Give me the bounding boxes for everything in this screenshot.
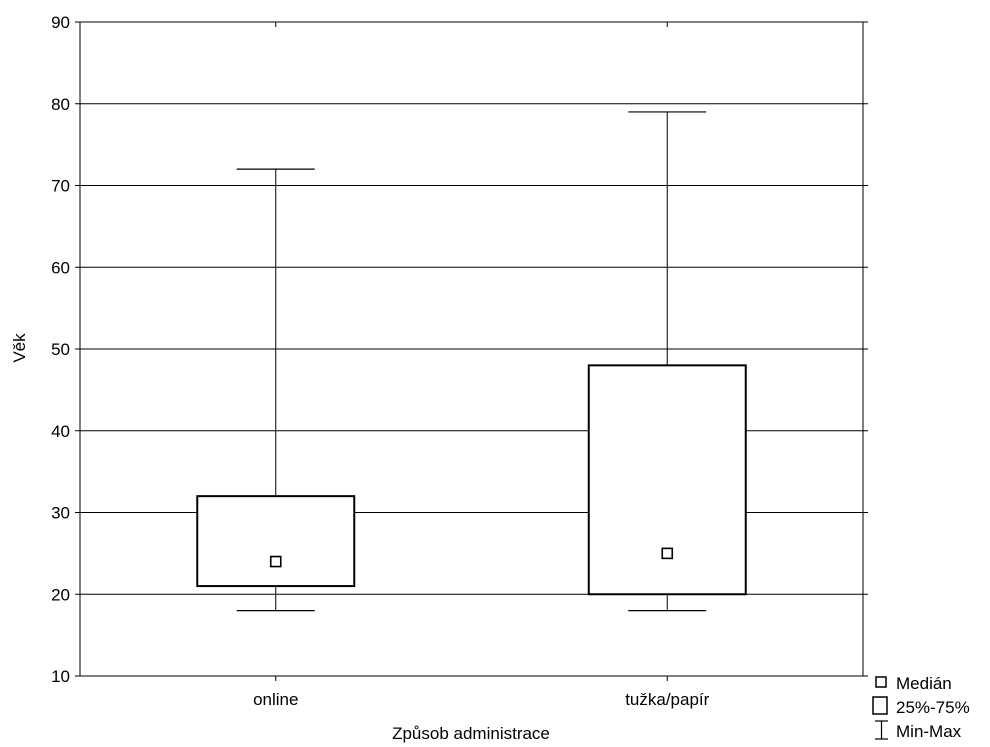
legend: Medián 25%-75% Min-Max: [872, 674, 970, 741]
box-1: [587, 111, 747, 612]
x-axis-title: Způsob administrace: [392, 724, 550, 743]
y-tick-label-20: 20: [51, 585, 70, 604]
legend-median-icon: [875, 676, 887, 688]
y-tick-label-70: 70: [51, 177, 70, 196]
legend-median-label: Medián: [896, 674, 952, 693]
x-tick-label-1: tužka/papír: [625, 690, 709, 709]
y-tick-label-90: 90: [51, 13, 70, 32]
y-axis: 10 20 30 40 50 60 70 80 90: [51, 13, 868, 686]
y-tick-label-60: 60: [51, 258, 70, 277]
legend-range-icon: [875, 720, 888, 740]
y-tick-label-10: 10: [51, 667, 70, 686]
median-marker-1: [661, 547, 674, 560]
legend-iqr-icon: [872, 696, 888, 715]
y-tick-label-40: 40: [51, 422, 70, 441]
iqr-box-1: [587, 364, 747, 596]
median-marker-0: [269, 555, 282, 568]
y-tick-label-50: 50: [51, 340, 70, 359]
x-axis: online tužka/papír: [253, 22, 710, 709]
box-0: [196, 168, 356, 612]
iqr-box-0: [196, 495, 356, 588]
boxes: [196, 111, 747, 612]
legend-iqr-label: 25%-75%: [896, 698, 970, 717]
y-tick-label-80: 80: [51, 95, 70, 114]
y-tick-label-30: 30: [51, 504, 70, 523]
y-axis-title: Věk: [10, 333, 29, 363]
legend-range-label: Min-Max: [896, 722, 962, 741]
x-tick-label-0: online: [253, 690, 298, 709]
